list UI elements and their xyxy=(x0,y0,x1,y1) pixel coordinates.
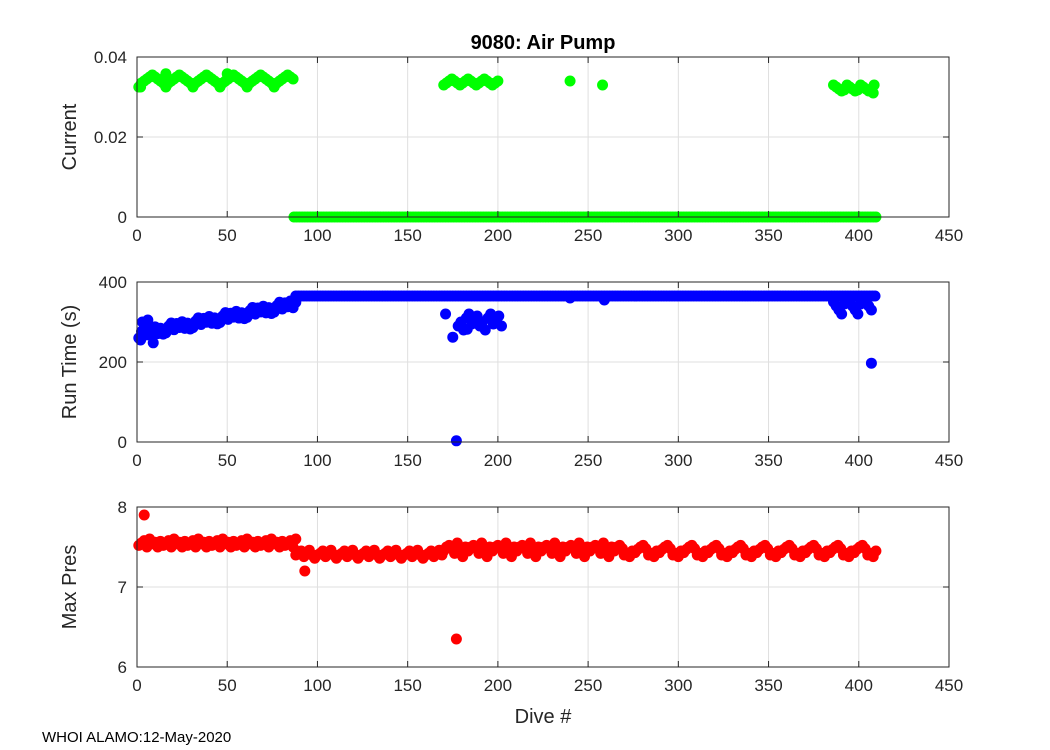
runtime-xtick-label: 50 xyxy=(218,451,237,470)
current-point xyxy=(492,75,504,87)
runtime-xtick-label: 0 xyxy=(132,451,141,470)
maxpres-xtick-label: 350 xyxy=(754,676,782,695)
runtime-panel: 0 50 100 150 200 250 300 350 400 450 0 200 400 Run Ti… xyxy=(59,273,963,470)
current-xtick-label: 400 xyxy=(845,226,873,245)
current-ytick-label: 0.04 xyxy=(94,48,127,67)
maxpres-xtick-label: 200 xyxy=(484,676,512,695)
maxpres-ytick-label: 6 xyxy=(118,658,127,677)
runtime-point xyxy=(135,334,147,346)
current-point xyxy=(868,79,880,91)
current-ytick-label: 0.02 xyxy=(94,128,127,147)
runtime-xtick-label: 300 xyxy=(664,451,692,470)
chart-title: 9080: Air Pump xyxy=(471,32,616,54)
runtime-point xyxy=(564,292,576,304)
runtime-xtick-label: 350 xyxy=(754,451,782,470)
runtime-point xyxy=(151,326,163,338)
runtime-series xyxy=(133,290,881,447)
current-ylabel: Current xyxy=(59,103,81,170)
current-xtick-label: 0 xyxy=(132,226,141,245)
maxpres-ytick-label: 7 xyxy=(118,578,127,597)
maxpres-ylabel: Max Pres xyxy=(59,545,81,629)
current-point xyxy=(597,79,609,91)
runtime-point xyxy=(447,331,459,343)
maxpres-xtick-label: 150 xyxy=(393,676,421,695)
runtime-xtick-label: 450 xyxy=(935,451,963,470)
runtime-ytick-label: 0 xyxy=(118,433,127,452)
maxpres-point xyxy=(870,545,882,557)
current-xtick-label: 50 xyxy=(218,226,237,245)
runtime-xtick-label: 400 xyxy=(845,451,873,470)
maxpres-point xyxy=(138,509,150,521)
runtime-ytick-label: 400 xyxy=(99,273,127,292)
current-xtick-label: 100 xyxy=(303,226,331,245)
runtime-point xyxy=(147,337,159,349)
runtime-point xyxy=(479,324,491,336)
runtime-point xyxy=(836,308,848,320)
current-point xyxy=(160,68,172,80)
maxpres-xtick-label: 0 xyxy=(132,676,141,695)
runtime-point xyxy=(142,314,154,326)
current-panel: 0 50 100 150 200 250 300 350 400 450 0 0.02 0.04 Curr… xyxy=(59,32,963,245)
current-point xyxy=(867,87,879,99)
current-xtick-label: 450 xyxy=(935,226,963,245)
maxpres-point xyxy=(290,533,302,545)
maxpres-point xyxy=(299,565,311,577)
maxpres-xlabel: Dive # xyxy=(515,706,573,728)
maxpres-panel: 0 50 100 150 200 250 300 350 400 450 6 7 8 Max Pres Di… xyxy=(59,498,963,728)
maxpres-xtick-label: 50 xyxy=(218,676,237,695)
current-xtick-label: 300 xyxy=(664,226,692,245)
runtime-xtick-label: 200 xyxy=(484,451,512,470)
maxpres-xtick-label: 300 xyxy=(664,676,692,695)
runtime-xtick-label: 250 xyxy=(574,451,602,470)
runtime-point xyxy=(493,310,505,322)
maxpres-xtick-label: 400 xyxy=(845,676,873,695)
runtime-ylabel: Run Time (s) xyxy=(59,305,81,419)
current-xtick-label: 250 xyxy=(574,226,602,245)
maxpres-series xyxy=(133,509,882,645)
runtime-point xyxy=(865,357,877,369)
footer-text: WHOI ALAMO:12-May-2020 xyxy=(42,729,231,746)
runtime-point xyxy=(869,290,881,302)
maxpres-point xyxy=(450,633,462,645)
runtime-point xyxy=(461,323,473,335)
current-xtick-label: 350 xyxy=(754,226,782,245)
maxpres-xtick-label: 250 xyxy=(574,676,602,695)
runtime-point xyxy=(865,304,877,316)
runtime-point xyxy=(450,435,462,447)
current-ytick-label: 0 xyxy=(118,208,127,227)
current-point xyxy=(564,75,576,87)
maxpres-xtick-label: 100 xyxy=(303,676,331,695)
current-xtick-label: 200 xyxy=(484,226,512,245)
current-xtick-label: 150 xyxy=(393,226,421,245)
runtime-point xyxy=(852,308,864,320)
runtime-xtick-label: 100 xyxy=(303,451,331,470)
maxpres-ytick-label: 8 xyxy=(118,498,127,517)
runtime-point xyxy=(598,294,610,306)
current-point xyxy=(287,73,299,85)
current-point xyxy=(135,81,147,93)
runtime-point xyxy=(495,320,507,332)
maxpres-xtick-label: 450 xyxy=(935,676,963,695)
runtime-ytick-label: 200 xyxy=(99,353,127,372)
runtime-point xyxy=(440,308,452,320)
current-point xyxy=(221,68,233,80)
runtime-xtick-label: 150 xyxy=(393,451,421,470)
